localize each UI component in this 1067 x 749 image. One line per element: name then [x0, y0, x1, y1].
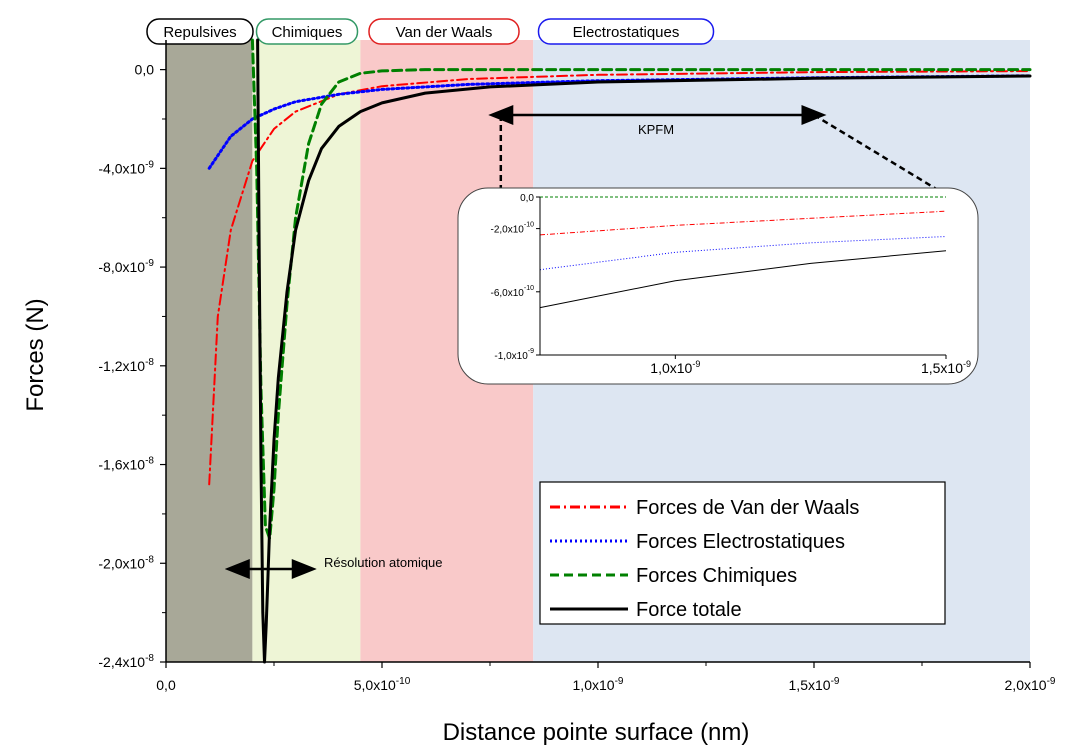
y-tick-label-exponent: -9	[145, 159, 154, 170]
y-tick-label-exponent: -9	[145, 258, 154, 269]
y-tick-label: -4,0x10-9	[98, 159, 154, 176]
inset-y-tick-label-mantissa: -2,0x10	[491, 225, 525, 236]
region-label-box	[537, 18, 715, 45]
inset-x-tick-label: 1,5x10-9	[921, 359, 971, 376]
legend-item-forces-de-van-der-waals: Forces de Van der Waals	[550, 497, 859, 519]
inset-y-tick-label: 0,0	[520, 193, 534, 204]
legend-label: Forces de Van der Waals	[636, 497, 859, 519]
x-tick-label-mantissa: 5,0x10	[354, 677, 396, 693]
inset-x-tick-label-exponent: -9	[692, 359, 700, 369]
inset-x-tick-label-mantissa: 1,0x10	[650, 360, 692, 376]
atomic-resolution-label: Résolution atomique	[324, 555, 443, 570]
series-line-forces-chimiques	[250, 38, 1032, 541]
x-tick-label-exponent: -10	[396, 676, 411, 687]
inset-frame	[457, 187, 979, 385]
inset-y-tick-label: -2,0x10-10	[491, 222, 535, 236]
region-label-electrostatiques: Electrostatiques	[537, 18, 715, 45]
legend-item-forces-electrostatiques: Forces Electrostatiques	[550, 531, 845, 553]
y-tick-label-mantissa: -2,4x10	[98, 654, 145, 670]
x-axis-title: Distance pointe surface (nm)	[443, 719, 750, 746]
x-tick-label: 5,0x10-10	[354, 676, 411, 693]
legend-box	[539, 481, 946, 625]
y-tick-label-mantissa: 0,0	[135, 62, 155, 78]
inset-y-tick-label-mantissa: -1,0x10	[494, 351, 528, 362]
region-chimiques	[252, 40, 361, 662]
inset-y-tick-label: -6,0x10-10	[491, 285, 535, 299]
region-label-chimiques: Chimiques	[255, 18, 359, 45]
inset-series-forces-electrostatiques	[539, 236, 947, 271]
y-tick-label-exponent: -8	[145, 653, 154, 664]
region-label-van-der-waals: Van der Waals	[368, 18, 520, 45]
y-tick-label: -1,6x10-8	[98, 456, 154, 473]
y-tick-label-mantissa: -2,0x10	[98, 555, 145, 571]
x-tick-label-exponent: -9	[831, 676, 840, 687]
inset-x-tick-label: 1,0x10-9	[650, 359, 700, 376]
y-tick-label-exponent: -8	[145, 456, 154, 467]
region-label-box	[255, 18, 359, 45]
y-tick-label-mantissa: -1,2x10	[98, 358, 145, 374]
x-tick-label: 2,0x10-9	[1005, 676, 1056, 693]
region-label-repulsives: Repulsives	[146, 18, 254, 45]
y-tick-label-mantissa: -4,0x10	[98, 160, 145, 176]
legend-item-forces-chimiques: Forces Chimiques	[550, 565, 797, 587]
inset-series-forces-de-van-der-waals	[539, 210, 947, 236]
inset-y-tick-label-exponent: -10	[524, 222, 534, 229]
legend-label: Forces Electrostatiques	[636, 531, 845, 553]
inset-y-tick-label-exponent: -10	[524, 285, 534, 292]
y-tick-label-mantissa: -1,6x10	[98, 457, 145, 473]
inset-y-tick-label-exponent: -9	[528, 348, 534, 355]
x-tick-label-mantissa: 2,0x10	[1005, 677, 1047, 693]
x-tick-label: 1,5x10-9	[789, 676, 840, 693]
y-axis-title: Forces (N)	[22, 298, 49, 411]
legend-label: Forces Chimiques	[636, 565, 797, 587]
y-tick-label: -2,0x10-8	[98, 554, 154, 571]
inset-y-tick-label-mantissa: 0,0	[520, 193, 534, 204]
inset-chart: 0,0-2,0x10-10-6,0x10-10-1,0x10-91,0x10-9…	[457, 187, 979, 385]
series-line-force-totale	[256, 38, 1032, 664]
x-tick-label-mantissa: 1,0x10	[573, 677, 615, 693]
inset-series-force-totale	[539, 250, 947, 309]
region-label-box	[146, 18, 254, 45]
y-tick-label: -2,4x10-8	[98, 653, 154, 670]
legend-label: Force totale	[636, 599, 742, 621]
region-labels: Repulsives Chimiques Van der Waals Electros…	[146, 18, 715, 45]
legend-item-force-totale: Force totale	[550, 599, 742, 621]
y-tick-label-exponent: -8	[145, 554, 154, 565]
x-tick-label-mantissa: 0,0	[156, 677, 176, 693]
y-tick-label-exponent: -8	[145, 357, 154, 368]
kpfm-label: KPFM	[638, 122, 674, 137]
region-label-text: Electrostatiques	[573, 24, 680, 41]
x-tick-label: 1,0x10-9	[573, 676, 624, 693]
region-label-box	[368, 18, 520, 45]
region-label-text: Chimiques	[272, 24, 343, 41]
region-label-text: Van der Waals	[396, 24, 493, 41]
inset-y-tick-label: -1,0x10-9	[494, 348, 534, 362]
axis-ticks: 0,0 5,0x10-10 1,0x10-9 1,5x10-9 2,0x10-90,0-…	[98, 62, 1056, 693]
x-tick-label: 0,0	[156, 677, 176, 693]
y-tick-label: -1,2x10-8	[98, 357, 154, 374]
y-tick-label: -8,0x10-9	[98, 258, 154, 275]
x-tick-label-exponent: -9	[1047, 676, 1056, 687]
inset-connector-right	[813, 113, 939, 192]
annotations: KPFM Résolution atomique	[224, 105, 939, 579]
series-line-forces-de-van-der-waals	[208, 70, 1031, 486]
inset-x-tick-label-exponent: -9	[963, 359, 971, 369]
y-tick-label: 0,0	[135, 62, 155, 78]
region-label-text: Repulsives	[163, 24, 236, 41]
inset-x-tick-label-mantissa: 1,5x10	[921, 360, 963, 376]
x-tick-label-exponent: -9	[615, 676, 624, 687]
x-tick-label-mantissa: 1,5x10	[789, 677, 831, 693]
legend: Forces de Van der Waals Forces Electrosta…	[539, 481, 946, 625]
series-layer	[207, 38, 1032, 664]
y-tick-label-mantissa: -8,0x10	[98, 259, 145, 275]
region-repulsives	[166, 40, 253, 662]
inset-y-tick-label-mantissa: -6,0x10	[491, 288, 525, 299]
